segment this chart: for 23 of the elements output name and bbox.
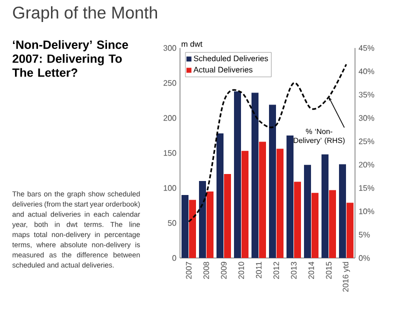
bar bbox=[339, 164, 346, 258]
bar bbox=[276, 148, 284, 258]
line-series bbox=[188, 64, 348, 222]
bar bbox=[259, 142, 266, 258]
bar bbox=[269, 104, 276, 258]
bar bbox=[189, 200, 196, 258]
bar bbox=[224, 174, 232, 258]
bar bbox=[286, 136, 294, 258]
bar bbox=[252, 92, 259, 258]
bar bbox=[234, 91, 242, 258]
bar bbox=[242, 150, 249, 258]
bar bbox=[312, 192, 319, 258]
bar bbox=[322, 154, 329, 258]
bar bbox=[199, 181, 206, 258]
bar bbox=[304, 164, 312, 258]
text: ‘Non-Delivery’ Since 2007: Delivering To The Letter? bbox=[12, 40, 128, 77]
bar bbox=[182, 195, 189, 258]
bar bbox=[206, 192, 214, 258]
bar bbox=[346, 202, 354, 258]
bar bbox=[216, 133, 224, 258]
chart-title: Graph of the Month bbox=[13, 6, 158, 22]
bar bbox=[329, 190, 336, 258]
bar bbox=[294, 182, 302, 258]
